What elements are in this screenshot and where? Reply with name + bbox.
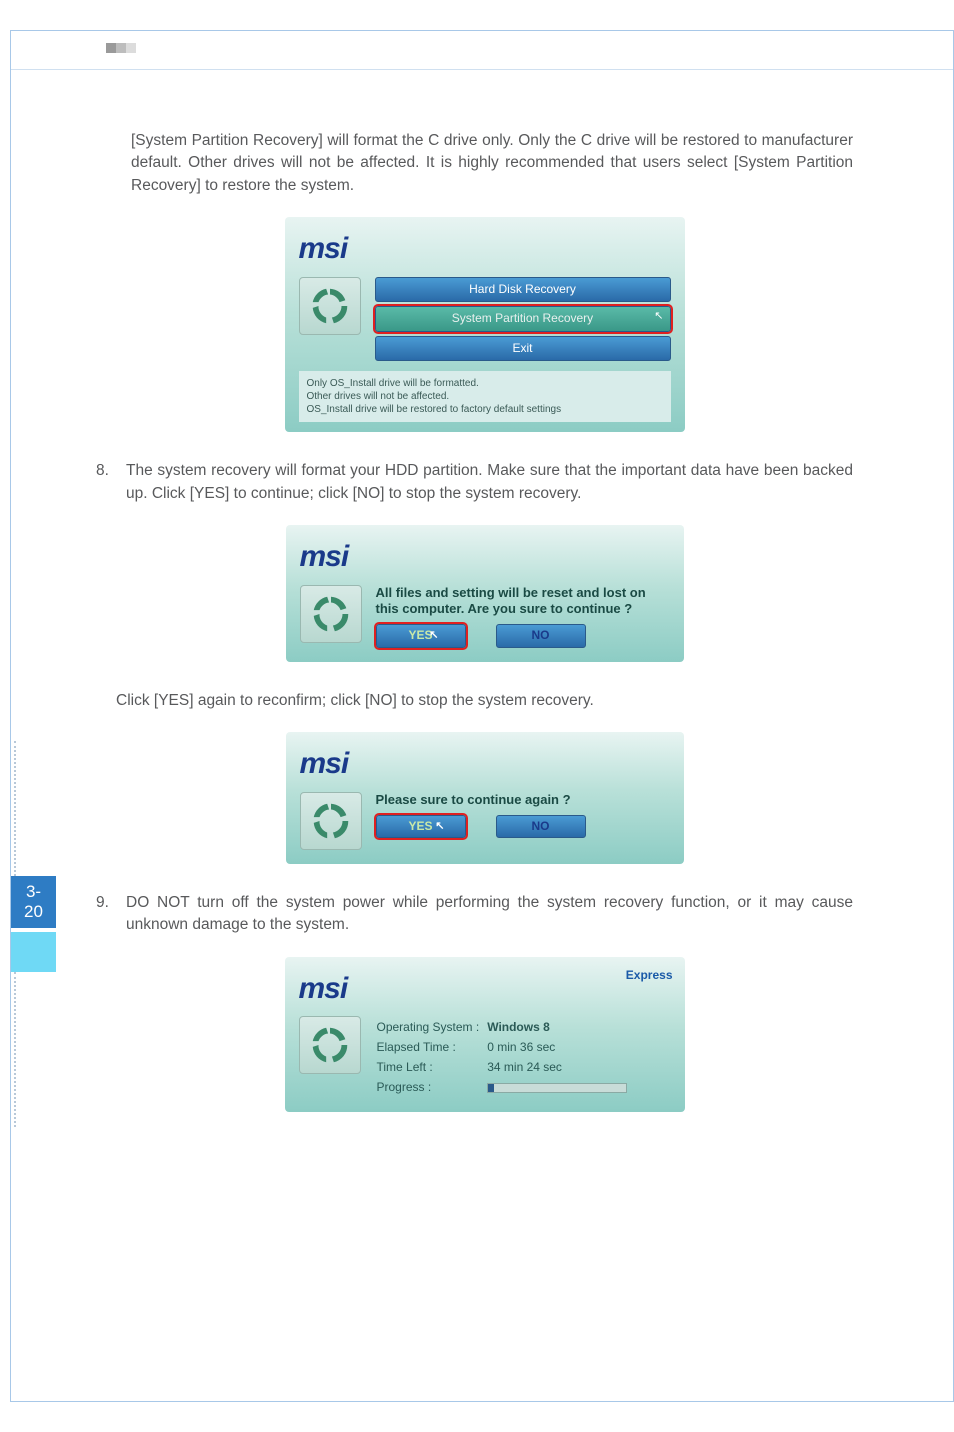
- cursor-icon: ↖: [654, 309, 663, 325]
- msi-logo: msi: [300, 742, 670, 786]
- document-page: System Operations 3-20 [System Partition…: [10, 30, 954, 1402]
- recovery-menu-screenshot: msi Hard Disk Recovery System Partition …: [285, 217, 685, 432]
- hard-disk-recovery-button[interactable]: Hard Disk Recovery: [375, 277, 671, 302]
- table-row: Progress :: [377, 1078, 628, 1096]
- recovery-note: Only OS_Install drive will be formatted.…: [299, 371, 671, 422]
- step-text: The system recovery will format your HDD…: [126, 460, 853, 505]
- button-label: System Partition Recovery: [452, 311, 593, 325]
- recycle-icon: [300, 792, 362, 850]
- timeleft-label: Time Left :: [377, 1058, 486, 1076]
- step-9: 9. DO NOT turn off the system power whil…: [96, 892, 853, 937]
- confirm-dialog-2-screenshot: msi Please sure to continue again ? YES …: [286, 732, 684, 864]
- step-number: 9.: [96, 892, 126, 937]
- no-button[interactable]: NO: [496, 815, 586, 838]
- table-row: Operating System : Windows 8: [377, 1018, 628, 1036]
- progress-bar: [487, 1083, 627, 1093]
- recycle-icon: [299, 277, 361, 335]
- confirm-dialog-1-screenshot: msi All files and setting will be reset …: [286, 525, 684, 662]
- page-content: [System Partition Recovery] will format …: [11, 70, 953, 1160]
- chapter-title: System Operations: [146, 39, 282, 57]
- button-label: YES: [408, 819, 432, 833]
- timeleft-value: 34 min 24 sec: [487, 1058, 627, 1076]
- step-text: DO NOT turn off the system power while p…: [126, 892, 853, 937]
- intro-paragraph: [System Partition Recovery] will format …: [131, 130, 853, 197]
- recycle-icon: [299, 1016, 361, 1074]
- system-partition-recovery-button[interactable]: System Partition Recovery ↖: [375, 306, 671, 331]
- page-number: 3-20: [11, 876, 56, 928]
- step-number: 8.: [96, 460, 126, 505]
- step-8: 8. The system recovery will format your …: [96, 460, 853, 505]
- reconfirm-paragraph: Click [YES] again to reconfirm; click [N…: [116, 690, 853, 712]
- page-number-tab: 3-20: [11, 741, 56, 1127]
- os-value: Windows 8: [487, 1018, 627, 1036]
- note-line: OS_Install drive will be restored to fac…: [307, 403, 663, 416]
- dialog-message: All files and setting will be reset and …: [376, 585, 670, 619]
- exit-button[interactable]: Exit: [375, 336, 671, 361]
- chapter-header: System Operations: [11, 31, 953, 70]
- dialog-message: Please sure to continue again ?: [376, 792, 670, 809]
- table-row: Elapsed Time : 0 min 36 sec: [377, 1038, 628, 1056]
- elapsed-label: Elapsed Time :: [377, 1038, 486, 1056]
- progress-label: Progress :: [377, 1078, 486, 1096]
- express-label: Express: [626, 967, 673, 984]
- table-row: Time Left : 34 min 24 sec: [377, 1058, 628, 1076]
- msi-logo: msi: [300, 535, 670, 579]
- yes-button[interactable]: YES ↖: [376, 624, 466, 647]
- note-line: Other drives will not be affected.: [307, 390, 663, 403]
- no-button[interactable]: NO: [496, 624, 586, 647]
- cursor-icon: ↖: [429, 628, 438, 644]
- msi-logo: msi: [299, 967, 671, 1011]
- msi-logo: msi: [299, 227, 671, 271]
- progress-table: Operating System : Windows 8 Elapsed Tim…: [375, 1016, 630, 1098]
- note-line: Only OS_Install drive will be formatted.: [307, 377, 663, 390]
- recycle-icon: [300, 585, 362, 643]
- elapsed-value: 0 min 36 sec: [487, 1038, 627, 1056]
- cursor-icon: ↖: [435, 819, 444, 835]
- header-decor-squares: [106, 43, 136, 53]
- os-label: Operating System :: [377, 1018, 486, 1036]
- cyan-accent-square: [11, 932, 56, 972]
- progress-screenshot: Express msi Operating System : Windows 8: [285, 957, 685, 1113]
- yes-button[interactable]: YES ↖: [376, 815, 466, 838]
